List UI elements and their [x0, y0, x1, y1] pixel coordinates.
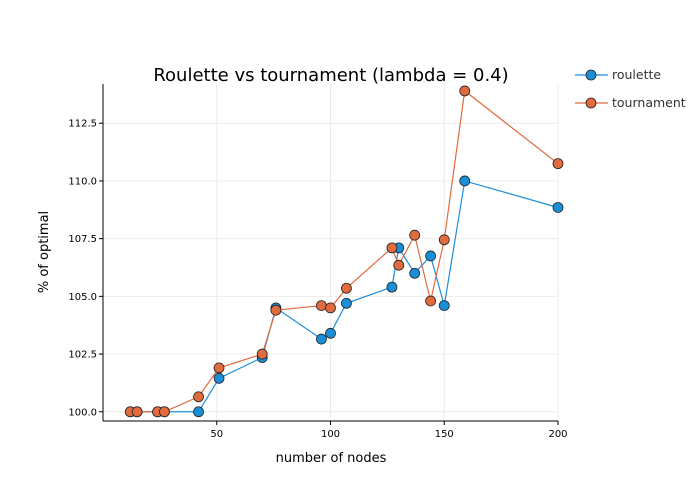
y-tick-label: 102.5: [68, 350, 97, 361]
data-point-roulette: [552, 202, 564, 213]
y-tick-label: 105.0: [68, 292, 97, 303]
legend-roulette-label: roulette: [612, 67, 661, 82]
data-point-tournament: [256, 348, 268, 360]
legend-tournament-marker: [585, 97, 597, 109]
data-point-tournament: [341, 282, 352, 294]
y-axis-ticks: 100.0 102.5 105.0 107.5 110.0 112.5: [68, 119, 103, 418]
data-point-tournament: [438, 234, 450, 246]
data-point-tournament: [386, 242, 398, 254]
grid: [103, 84, 559, 421]
data-point-tournament: [270, 304, 282, 316]
legend: roulette tournament: [575, 67, 686, 110]
data-point-tournament: [131, 406, 143, 418]
data-point-tournament: [315, 300, 327, 311]
data-point-roulette: [425, 250, 437, 262]
data-point-roulette: [459, 175, 471, 187]
data-point-roulette: [193, 406, 204, 418]
data-point-roulette: [409, 267, 421, 279]
data-point-tournament: [459, 85, 471, 97]
chart-title: Roulette vs tournament (lambda = 0.4): [153, 65, 508, 86]
y-tick-label: 107.5: [68, 234, 97, 245]
data-point-roulette: [325, 327, 336, 339]
data-point-tournament: [213, 362, 225, 374]
y-axis-label: % of optimal: [37, 211, 52, 293]
x-axis-label: number of nodes: [276, 451, 387, 466]
data-point-roulette: [341, 297, 352, 309]
data-point-tournament: [552, 158, 564, 170]
data-point-tournament: [409, 229, 421, 241]
y-tick-label: 110.0: [68, 176, 97, 187]
data-point-tournament: [193, 391, 204, 403]
legend-roulette-marker: [585, 69, 597, 81]
data-point-tournament: [425, 295, 437, 307]
x-tick-label: 200: [548, 429, 567, 440]
legend-tournament-label: tournament: [612, 95, 686, 110]
data-point-tournament: [325, 302, 336, 314]
y-tick-label: 112.5: [68, 119, 97, 130]
data-point-roulette: [213, 372, 225, 384]
series-layer: [124, 85, 564, 418]
data-point-roulette: [315, 333, 327, 345]
legend-item-tournament: tournament: [575, 95, 686, 110]
legend-item-roulette: roulette: [575, 67, 661, 82]
data-point-tournament: [159, 406, 170, 418]
data-point-roulette: [438, 300, 450, 311]
y-tick-label: 100.0: [68, 407, 97, 418]
x-tick-label: 100: [321, 429, 340, 440]
x-tick-label: 50: [210, 429, 223, 440]
data-point-tournament: [393, 259, 405, 271]
x-tick-label: 150: [435, 429, 454, 440]
x-axis-ticks: 50 100 150 200: [210, 421, 568, 440]
data-point-roulette: [386, 281, 398, 293]
series-line-tournament: [130, 89, 559, 413]
